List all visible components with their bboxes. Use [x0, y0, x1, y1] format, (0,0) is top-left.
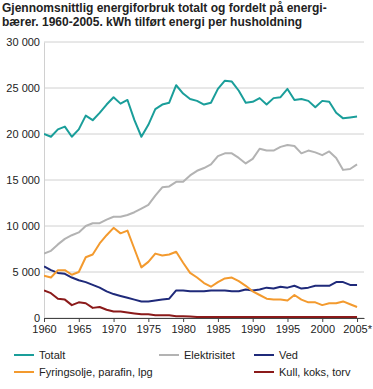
x-tick: 1985: [206, 318, 230, 335]
y-tick-label: 20 000: [6, 128, 40, 140]
x-tick-mark: [287, 318, 288, 322]
x-tick-label: 1965: [67, 323, 91, 335]
legend: Totalt Elektrisitet Ved Fyringsolje, parafi…: [14, 349, 351, 378]
y-axis-line: [44, 43, 45, 319]
legend-label: Totalt: [39, 349, 65, 361]
title-line: Gjennomsnittlig energiforbruk totalt og …: [2, 1, 327, 15]
chart-container: Gjennomsnittlig energiforbruk totalt og …: [0, 0, 373, 389]
legend-item: Ved: [254, 349, 298, 361]
legend-item: Kull, koks, torv: [254, 366, 351, 378]
x-tick: 1960: [32, 318, 56, 335]
x-tick-mark: [218, 318, 219, 322]
grid-line: [44, 134, 364, 135]
series-line: [44, 81, 357, 137]
x-tick: 1965: [67, 318, 91, 335]
x-tick-label: 1970: [102, 323, 126, 335]
x-tick: 1980: [171, 318, 195, 335]
y-tick-label: 25 000: [6, 82, 40, 94]
legend-item: Fyringsolje, parafin, lpg: [14, 366, 153, 378]
y-tick: 20 000: [6, 128, 44, 140]
x-tick-label: 1960: [32, 323, 56, 335]
legend-swatch: [14, 371, 34, 373]
x-tick-label: 1980: [171, 323, 195, 335]
x-tick: 2000: [311, 318, 335, 335]
x-tick-mark: [148, 318, 149, 322]
x-tick-mark: [79, 318, 80, 322]
plot: 05 00010 00015 00020 00025 00030 0001960…: [6, 36, 372, 335]
title-line: bærer. 1960-2005. kWh tilført energi per…: [2, 15, 302, 29]
legend-swatch: [14, 354, 34, 356]
legend-label: Elektrisitet: [184, 349, 235, 361]
title: Gjennomsnittlig energiforbruk totalt og …: [2, 1, 327, 29]
x-tick-mark: [183, 318, 184, 322]
grid-line: [44, 272, 364, 273]
y-tick: 30 000: [6, 36, 44, 48]
legend-swatch: [159, 354, 179, 356]
series-line: [44, 228, 357, 307]
series-line: [44, 145, 357, 254]
x-tick-mark: [253, 318, 254, 322]
x-tick-label: 2005*: [343, 323, 372, 335]
x-tick-label: 1995: [276, 323, 300, 335]
y-tick: 5 000: [12, 266, 44, 278]
x-tick: 1970: [102, 318, 126, 335]
x-tick-mark: [114, 318, 115, 322]
y-tick: 25 000: [6, 82, 44, 94]
y-tick-label: 15 000: [6, 174, 40, 186]
grid-line: [44, 88, 364, 89]
x-tick: 1995: [276, 318, 300, 335]
x-tick-label: 1985: [206, 323, 230, 335]
x-tick-mark: [44, 318, 45, 322]
legend-item: Totalt: [14, 349, 65, 361]
y-tick-label: 5 000: [12, 266, 40, 278]
series-line: [44, 290, 357, 317]
x-tick: 1975: [137, 318, 161, 335]
legend-label: Ved: [279, 349, 298, 361]
x-tick-label: 2000: [311, 323, 335, 335]
y-axis: 05 00010 00015 00020 00025 00030 000: [6, 36, 44, 324]
grid-line: [44, 180, 364, 181]
x-axis-line: [45, 318, 365, 319]
grid-line: [44, 226, 364, 227]
legend-swatch: [254, 354, 274, 356]
legend-item: Elektrisitet: [159, 349, 235, 361]
legend-label: Fyringsolje, parafin, lpg: [39, 366, 153, 378]
grid: [44, 42, 364, 318]
lines: [44, 81, 357, 317]
x-tick: 2005*: [343, 318, 372, 335]
x-tick-label: 1975: [137, 323, 161, 335]
series-line: [44, 266, 357, 301]
legend-label: Kull, koks, torv: [279, 366, 351, 378]
x-tick-label: 1990: [241, 323, 265, 335]
chart-svg: Gjennomsnittlig energiforbruk totalt og …: [0, 0, 373, 389]
y-tick: 15 000: [6, 174, 44, 186]
legend-swatch: [254, 371, 274, 373]
grid-line: [44, 42, 364, 43]
y-tick: 10 000: [6, 220, 44, 232]
x-tick-mark: [357, 318, 358, 322]
x-tick-mark: [322, 318, 323, 322]
x-tick: 1990: [241, 318, 265, 335]
x-axis: 1960 1965 1970 1975 1980 1985 1990 1995 2000 2005…: [32, 318, 372, 335]
y-tick-label: 30 000: [6, 36, 40, 48]
y-tick-label: 10 000: [6, 220, 40, 232]
